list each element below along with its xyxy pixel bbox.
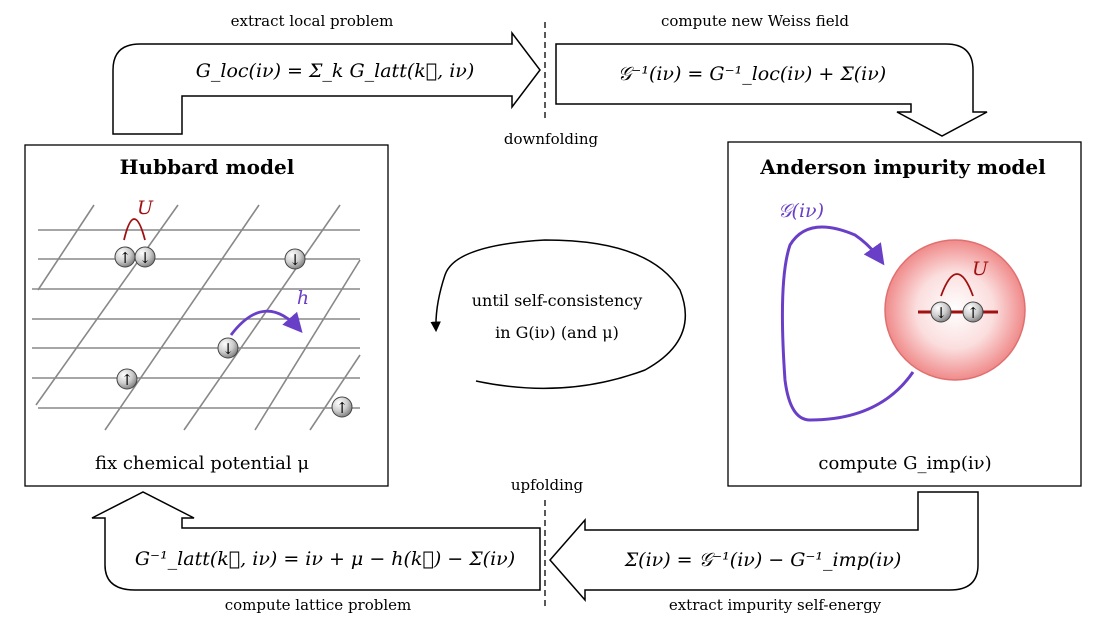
top-right-label: compute new Weiss field <box>661 12 849 30</box>
hubbard-box <box>25 145 388 486</box>
cycle-line-1: until self-consistency <box>472 291 643 310</box>
bottom-left-arrow <box>92 492 540 590</box>
anderson-title: Anderson impurity model <box>759 155 1046 179</box>
hopping-label: h <box>297 287 309 309</box>
bottom-right-arrow <box>550 492 978 600</box>
svg-text:↓: ↓ <box>289 251 302 269</box>
electron-up-1: ↑ <box>115 247 135 267</box>
electron-down-1: ↓ <box>135 247 155 267</box>
impurity-electron-down: ↓ <box>931 302 951 322</box>
electron-down-2: ↓ <box>285 249 305 269</box>
cycle-arrow <box>436 240 685 388</box>
downfolding-label: downfolding <box>504 130 599 148</box>
bottom-right-formula: Σ(iν) = 𝒢⁻¹(iν) − G⁻¹_imp(iν) <box>624 549 902 571</box>
impurity-interaction-label: U <box>972 258 989 280</box>
svg-text:↑: ↑ <box>119 249 132 267</box>
anderson-footer: compute G_imp(iν) <box>818 453 991 474</box>
cycle-line-2: in G(iν) (and μ) <box>495 323 619 342</box>
impurity-site <box>885 240 1025 380</box>
top-right-formula: 𝒢⁻¹(iν) = G⁻¹_loc(iν) + Σ(iν) <box>618 63 886 85</box>
svg-text:↑: ↑ <box>336 399 349 417</box>
top-left-formula: G_loc(iν) = Σ_k G_latt(k⃗, iν) <box>196 60 475 82</box>
svg-text:↓: ↓ <box>139 249 152 267</box>
hubbard-title: Hubbard model <box>120 155 295 179</box>
electron-up-3: ↑ <box>332 397 352 417</box>
top-left-arrow <box>113 33 540 134</box>
electron-up-2: ↑ <box>117 369 137 389</box>
svg-text:↑: ↑ <box>121 371 134 389</box>
bottom-left-formula: G⁻¹_latt(k⃗, iν) = iν + μ − h(k⃗) − Σ(iν… <box>135 548 515 570</box>
electron-down-3: ↓ <box>218 338 238 358</box>
bottom-right-label: extract impurity self-energy <box>669 596 882 614</box>
top-right-arrow <box>556 44 987 136</box>
bottom-left-label: compute lattice problem <box>225 596 412 614</box>
hubbard-interaction-label: U <box>137 197 154 219</box>
impurity-electron-up: ↑ <box>963 302 983 322</box>
svg-text:↑: ↑ <box>967 304 980 322</box>
svg-text:↓: ↓ <box>935 304 948 322</box>
bath-label: 𝒢(iν) <box>778 200 824 222</box>
hubbard-footer: fix chemical potential μ <box>95 453 309 474</box>
top-left-label: extract local problem <box>231 12 394 30</box>
upfolding-label: upfolding <box>511 476 584 494</box>
svg-text:↓: ↓ <box>222 340 235 358</box>
